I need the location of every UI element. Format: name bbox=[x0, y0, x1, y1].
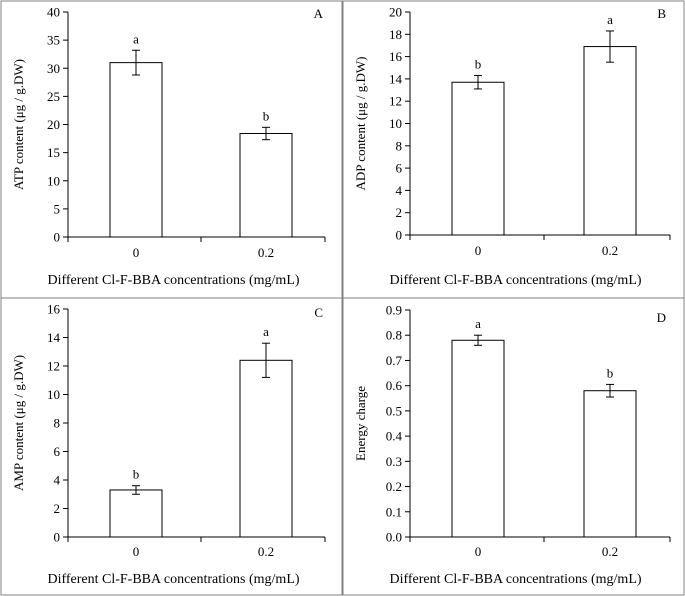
y-tick-label: 4 bbox=[54, 473, 61, 488]
significance-letter: b bbox=[607, 365, 614, 380]
x-axis-title: Different Cl-F-BBA concentrations (mg/mL… bbox=[47, 273, 299, 288]
y-tick-label: 0.4 bbox=[386, 429, 403, 444]
bar-0 bbox=[109, 62, 163, 238]
y-tick-label: 0.1 bbox=[386, 504, 402, 519]
y-tick-label: 8 bbox=[54, 416, 61, 431]
panel-label: B bbox=[657, 6, 666, 21]
y-axis-title: ATP content (μg / g.DW) bbox=[11, 59, 26, 190]
x-category-label: 0 bbox=[133, 245, 140, 260]
bar-0.2 bbox=[239, 133, 293, 238]
y-tick-label: 0.2 bbox=[386, 479, 402, 494]
y-tick-label: 10 bbox=[389, 116, 402, 131]
y-tick-label: 0 bbox=[54, 530, 61, 545]
x-category-label: 0 bbox=[475, 243, 482, 258]
bar-0.2 bbox=[583, 390, 637, 538]
y-tick-label: 15 bbox=[47, 145, 60, 160]
y-tick-label: 2 bbox=[54, 501, 61, 516]
y-tick-label: 14 bbox=[47, 330, 61, 345]
significance-letter: b bbox=[263, 108, 270, 123]
y-tick-label: 30 bbox=[47, 61, 60, 76]
y-tick-label: 18 bbox=[389, 27, 402, 42]
significance-letter: a bbox=[263, 324, 269, 339]
y-tick-label: 16 bbox=[47, 302, 61, 317]
bar-0.2 bbox=[583, 46, 637, 236]
panel-border bbox=[0, 297, 343, 596]
significance-letter: a bbox=[133, 31, 139, 46]
y-tick-label: 0.5 bbox=[386, 403, 402, 418]
x-axis-title: Different Cl-F-BBA concentrations (mg/mL… bbox=[389, 273, 641, 288]
x-category-label: 0.2 bbox=[258, 544, 274, 559]
bar-0 bbox=[109, 489, 163, 538]
y-axis-title: AMP content (μg / g.DW) bbox=[11, 355, 26, 491]
panel-c: 0 2 4 6 8 10 12 14 16 b 0 a 0.2 Different Cl-F-BBA co… bbox=[0, 297, 343, 596]
y-tick-label: 12 bbox=[389, 94, 402, 109]
x-category-label: 0 bbox=[133, 544, 140, 559]
panel-label: D bbox=[657, 310, 666, 325]
bar-0 bbox=[451, 339, 505, 538]
y-tick-label: 6 bbox=[54, 444, 61, 459]
y-tick-label: 16 bbox=[389, 49, 403, 64]
bar-0 bbox=[451, 81, 505, 236]
y-tick-label: 0.0 bbox=[386, 530, 402, 545]
y-tick-label: 25 bbox=[47, 89, 60, 104]
y-tick-label: 35 bbox=[47, 33, 60, 48]
significance-letter: a bbox=[475, 316, 481, 331]
y-tick-label: 4 bbox=[396, 183, 403, 198]
y-tick-label: 0.8 bbox=[386, 328, 402, 343]
y-tick-label: 10 bbox=[47, 173, 60, 188]
x-category-label: 0 bbox=[475, 544, 482, 559]
panel-label: A bbox=[314, 6, 324, 21]
y-axis-title: Energy charge bbox=[353, 386, 368, 461]
y-tick-label: 0 bbox=[396, 228, 403, 243]
panel-border bbox=[342, 297, 685, 596]
y-tick-label: 0.9 bbox=[386, 303, 402, 318]
y-tick-label: 2 bbox=[396, 205, 403, 220]
y-tick-label: 0.6 bbox=[386, 378, 403, 393]
y-tick-label: 5 bbox=[54, 201, 61, 216]
y-tick-label: 0.3 bbox=[386, 454, 402, 469]
y-tick-label: 8 bbox=[396, 138, 403, 153]
significance-letter: b bbox=[133, 467, 140, 482]
y-tick-label: 10 bbox=[47, 387, 60, 402]
panel-d: 0.0 0.1 0.2 0.3 0.4 0.5 0.6 0.7 0.8 0.9 a 0 b 0.2 Diff… bbox=[342, 297, 685, 596]
panel-label: C bbox=[314, 305, 323, 320]
y-tick-label: 20 bbox=[389, 5, 402, 20]
panel-b: 0 2 4 6 8 10 12 14 16 18 20 b 0 a 0.2 Different Cl-F-BB… bbox=[342, 0, 685, 299]
bar-0.2 bbox=[239, 359, 293, 538]
y-tick-label: 0.7 bbox=[386, 353, 403, 368]
y-tick-label: 14 bbox=[389, 71, 403, 86]
x-axis-title: Different Cl-F-BBA concentrations (mg/mL… bbox=[389, 572, 641, 587]
y-tick-label: 0 bbox=[54, 230, 61, 245]
significance-letter: a bbox=[607, 12, 613, 27]
y-tick-label: 6 bbox=[396, 161, 403, 176]
y-tick-label: 12 bbox=[47, 359, 60, 374]
x-category-label: 0.2 bbox=[602, 243, 618, 258]
y-tick-label: 20 bbox=[47, 117, 60, 132]
significance-letter: b bbox=[475, 57, 482, 72]
x-axis-title: Different Cl-F-BBA concentrations (mg/mL… bbox=[47, 572, 299, 587]
panel-a: 0 5 10 15 20 25 30 35 40 a 0 b 0.2 Different Cl-F-BBA… bbox=[0, 0, 343, 299]
x-category-label: 0.2 bbox=[258, 245, 274, 260]
y-tick-label: 40 bbox=[47, 5, 60, 20]
x-category-label: 0.2 bbox=[602, 544, 618, 559]
y-axis-title: ADP content (μg / g.DW) bbox=[353, 57, 368, 191]
